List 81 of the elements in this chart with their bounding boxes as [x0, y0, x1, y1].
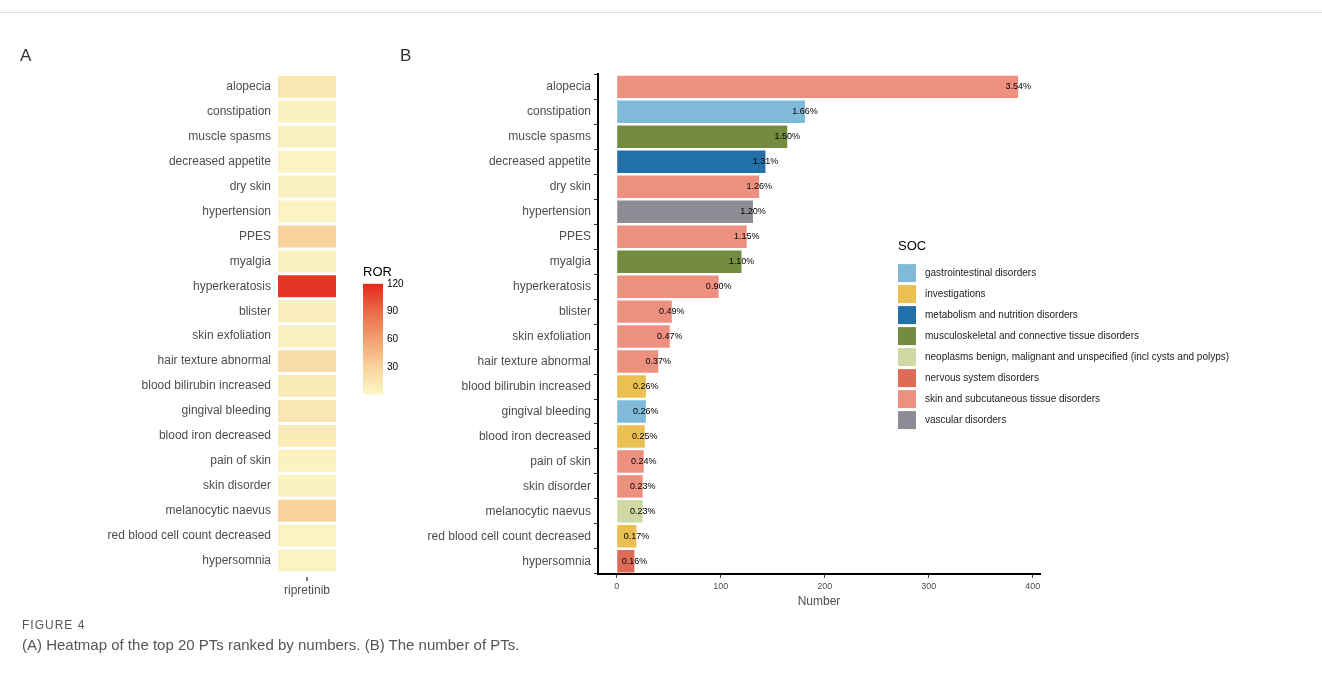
y-tick-label: decreased appetite: [488, 154, 592, 169]
y-tick-label: red blood cell count decreased: [107, 527, 271, 542]
y-tick-label: skin exfoliation: [512, 328, 591, 343]
color-bar-label: 90: [387, 305, 399, 317]
y-tick-label: muscle spasms: [188, 129, 271, 144]
x-tick-label: 0: [614, 580, 620, 591]
y-tick-label: hypertension: [202, 203, 271, 218]
annotation: 0.47%: [656, 331, 683, 342]
y-tick-label: blister: [558, 303, 591, 318]
color-bar-title: ROR: [363, 263, 392, 279]
annotation: 0.23%: [629, 480, 656, 491]
x-tick-label: 300: [921, 580, 937, 591]
annotation: 1.10%: [728, 256, 755, 267]
y-tick-label: decreased appetite: [168, 153, 272, 168]
annotation: 0.16%: [621, 555, 648, 566]
y-tick-label: alopecia: [226, 79, 272, 94]
y-tick-label: dry skin: [549, 179, 591, 194]
y-tick-label: constipation: [526, 104, 591, 119]
legend-label: nervous system disorders: [925, 371, 1039, 383]
y-tick-label: muscle spasms: [508, 129, 591, 144]
legend-label: metabolism and nutrition disorders: [925, 308, 1078, 320]
legend-label: neoplasms benign, malignant and unspecified (incl cysts and polyps): [925, 350, 1230, 362]
y-tick-label: hyperkeratosis: [192, 278, 271, 293]
text: B: [400, 45, 412, 65]
text: (A) Heatmap of the top 20 PTs ranked by numbers. (B) The number of PTs.: [22, 636, 520, 653]
y-tick-label: melanocytic naevus: [485, 503, 591, 518]
legend-label: skin and subcutaneous tissue disorders: [925, 392, 1101, 404]
y-tick-label: blood bilirubin increased: [461, 378, 591, 393]
y-tick-label: hair texture abnormal: [477, 353, 591, 368]
caption: FIGURE 4: [22, 618, 87, 632]
y-tick-label: alopecia: [546, 79, 592, 94]
x-axis-title: Number: [797, 594, 841, 609]
y-tick-label: PPES: [238, 228, 271, 243]
y-tick-label: skin disorder: [522, 478, 591, 493]
y-tick-label: hypersomnia: [522, 553, 592, 568]
annotation: 0.26%: [633, 405, 659, 416]
legend-label: gastrointestinal disorders: [925, 266, 1037, 278]
annotation: 0.90%: [705, 281, 732, 292]
y-tick-label: pain of skin: [210, 453, 271, 468]
annotation: 0.49%: [659, 306, 685, 317]
legend-label: investigations: [925, 287, 986, 299]
y-tick-label: dry skin: [229, 178, 271, 193]
y-tick-label: myalgia: [549, 253, 592, 268]
annotation: 1.20%: [740, 206, 766, 217]
annotation: 0.37%: [645, 356, 672, 367]
y-tick-label: hypertension: [522, 204, 591, 219]
color-bar-label: 60: [387, 333, 399, 345]
y-tick-label: blister: [238, 303, 271, 318]
annotation: 1.15%: [733, 231, 760, 242]
annotation: 1.26%: [746, 181, 772, 192]
y-tick-label: hypersomnia: [202, 552, 272, 567]
annotation: 0.17%: [623, 530, 650, 541]
annotation: 0.24%: [630, 455, 657, 466]
y-tick-label: melanocytic naevus: [165, 502, 271, 517]
legend-title: SOC: [898, 238, 927, 254]
y-tick-label: hyperkeratosis: [512, 278, 591, 293]
y-tick-label: skin disorder: [202, 478, 271, 493]
annotation: 3.54%: [1005, 81, 1031, 92]
y-tick-label: myalgia: [229, 253, 272, 268]
annotation: 0.23%: [629, 505, 656, 516]
y-tick-label: pain of skin: [530, 453, 591, 468]
color-bar-label: 30: [387, 360, 399, 372]
x-tick-label: 400: [1025, 580, 1041, 591]
y-tick-label: red blood cell count decreased: [427, 528, 591, 543]
x-tick-label: 200: [817, 580, 833, 591]
x-tick-label: ripretinib: [283, 583, 331, 598]
y-tick-label: hair texture abnormal: [157, 353, 271, 368]
color-bar-label: 120: [387, 277, 405, 289]
y-tick-label: PPES: [558, 229, 591, 244]
legend-label: musculoskeletal and connective tissue disorders: [925, 329, 1139, 341]
y-tick-label: gingival bleeding: [501, 403, 591, 418]
y-tick-label: blood iron decreased: [158, 428, 271, 443]
x-tick-label: 100: [713, 580, 729, 591]
y-tick-label: gingival bleeding: [181, 403, 271, 418]
y-tick-label: blood bilirubin increased: [141, 378, 271, 393]
annotation: 1.66%: [792, 106, 818, 117]
legend-label: vascular disorders: [925, 413, 1007, 425]
y-tick-label: constipation: [206, 104, 271, 119]
y-tick-label: skin exfoliation: [192, 328, 271, 343]
text: A: [20, 45, 32, 65]
y-tick-label: blood iron decreased: [478, 428, 591, 443]
